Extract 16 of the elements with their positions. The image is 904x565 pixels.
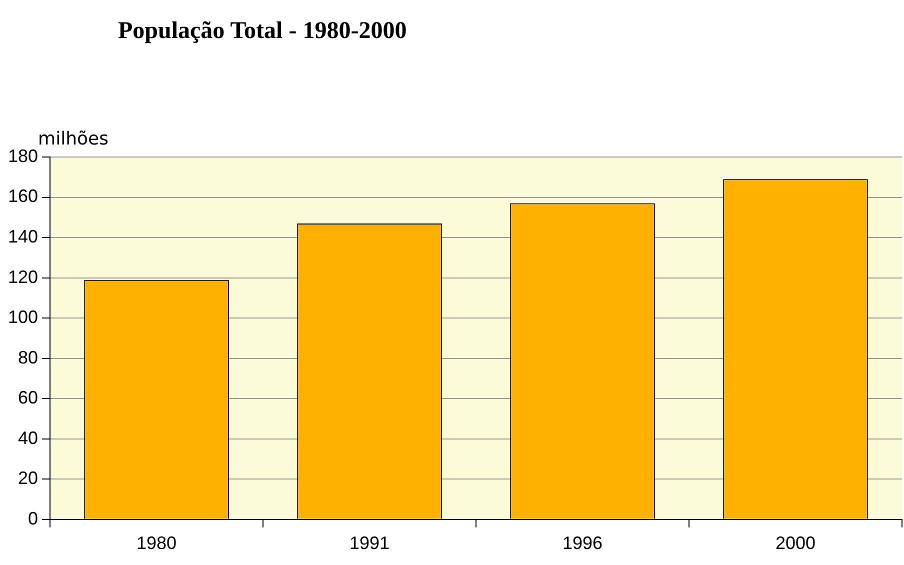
y-tick-label: 120 [8,266,38,287]
x-tick-label: 1980 [136,533,177,554]
y-axis-title: milhões [38,128,108,150]
y-tick-label: 0 [28,508,38,528]
x-tick-label: 2000 [775,533,816,554]
y-tick-label: 100 [8,307,38,328]
y-tick-label: 80 [18,347,38,368]
x-tick-label: 1991 [349,533,390,554]
y-tick-label: 60 [18,388,38,408]
y-tick-label: 140 [8,226,38,246]
chart-title: População Total - 1980-2000 [118,18,407,45]
y-tick-label: 20 [18,468,38,488]
y-tick-label: 40 [18,428,38,448]
y-tick-label: 160 [8,186,38,206]
x-tick-label: 1996 [562,533,603,554]
y-tick-label: 180 [8,146,38,166]
